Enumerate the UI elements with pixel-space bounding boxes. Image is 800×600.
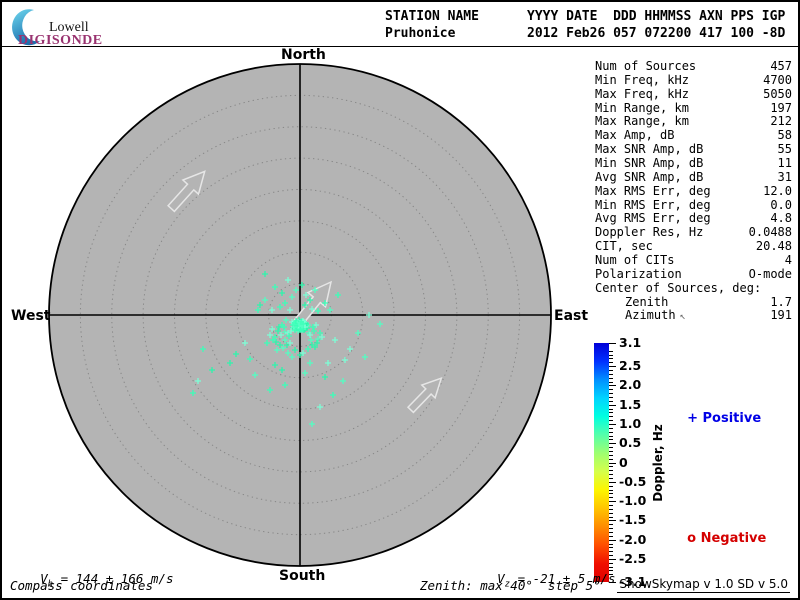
stats-panel: Num of Sources 457 Min Freq, kHz 4700 Max Fr… [595, 59, 792, 322]
stat-label: Max Range, km [595, 114, 689, 129]
stat-row: Doppler Res, Hz 0.0488 [595, 225, 792, 239]
doppler-colorbar [594, 343, 609, 582]
stat-row: Min RMS Err, deg 0.0 [595, 198, 792, 212]
station-name-value: Pruhonice [385, 26, 456, 41]
azimuth-direction-icon: ↖ [679, 311, 686, 323]
legend-negative: o Negative [687, 531, 767, 546]
source-points-series-3 [190, 284, 341, 398]
logo-text-digisonde: DIGISONDE [18, 33, 103, 48]
stat-label: Avg RMS Err, deg [595, 211, 711, 226]
stat-row: Max RMS Err, deg 12.0 [595, 184, 792, 198]
stat-row: Min Freq, kHz 4700 [595, 73, 792, 87]
stat-label: Azimuth ↖ [625, 308, 686, 323]
stat-label: Min RMS Err, deg [595, 197, 711, 212]
stat-row: Max Range, km 212 [595, 114, 792, 128]
stat-label: Min SNR Amp, dB [595, 156, 704, 171]
stat-value: 1.7 [770, 294, 792, 309]
stat-row: Min Range, km 197 [595, 101, 792, 115]
stat-label: Center of Sources, deg: [595, 280, 762, 295]
stat-label: Max SNR Amp, dB [595, 142, 704, 157]
stat-value: 11 [777, 156, 792, 171]
stat-value: 0.0488 [748, 225, 792, 240]
station-columns-label: YYYY DATE DDD HHMMSS AXN PPS IGP [527, 9, 786, 24]
compass-label-east: East [554, 308, 589, 324]
stat-value: 212 [770, 114, 792, 129]
vh-annotation: Vh = 144 ± 166 m/s [40, 571, 174, 590]
station-header-labels: STATION NAME YYYY DATE DDD HHMMSS AXN PP… [385, 9, 795, 24]
stat-row: Azimuth ↖ 191 [595, 308, 792, 322]
stat-value: 457 [770, 59, 792, 73]
stat-row: Min SNR Amp, dB 11 [595, 156, 792, 170]
stat-value: 5050 [763, 86, 792, 101]
stat-label: Avg SNR Amp, dB [595, 169, 704, 184]
stat-row: Polarization O-mode [595, 267, 792, 281]
stat-value: 191 [770, 308, 792, 323]
stat-label: Num of CITs [595, 253, 675, 268]
stat-label: Zenith [625, 294, 669, 309]
stat-row: Zenith 1.7 [595, 295, 792, 309]
stat-label: Max Freq, kHz [595, 86, 689, 101]
stat-value: 4700 [763, 72, 792, 87]
stat-value: 20.48 [755, 239, 792, 254]
vz-annotation: Vz = -21 ± 5 m/s [497, 571, 616, 590]
lowell-digisonde-logo: Lowell DIGISONDE [2, 2, 122, 48]
stat-value: 55 [777, 142, 792, 157]
zenith-note-annotation: Zenith: max 40° step 5° [420, 578, 601, 593]
colorbar-axis-label: Doppler, Hz [651, 424, 665, 502]
circle-icon: o [687, 531, 701, 546]
stat-row: Max SNR Amp, dB 55 [595, 142, 792, 156]
stat-row: Avg SNR Amp, dB 31 [595, 170, 792, 184]
stat-label: Num of Sources [595, 59, 697, 73]
stat-value: O-mode [748, 266, 792, 281]
stat-row: Max Amp, dB 58 [595, 128, 792, 142]
stat-value: 58 [777, 128, 792, 143]
stat-row: Num of Sources 457 [595, 59, 792, 73]
drift-direction-arrow-3 [406, 376, 443, 414]
coordinates-annotation: Compass coordinates [10, 578, 153, 593]
digisonde-crescent-icon [12, 9, 40, 46]
stat-row: CIT, sec 20.48 [595, 239, 792, 253]
stat-value: 4.8 [770, 211, 792, 226]
stat-label: Polarization [595, 266, 682, 281]
stat-row: Center of Sources, deg: [595, 281, 792, 295]
station-columns-value: 2012 Feb26 057 072200 417 100 -8D [527, 26, 786, 41]
stat-label: Min Freq, kHz [595, 72, 689, 87]
stat-label: CIT, sec [595, 239, 653, 254]
stat-label: Max Amp, dB [595, 128, 675, 143]
stat-value: 31 [777, 169, 792, 184]
station-name-label: STATION NAME [385, 9, 479, 24]
compass-label-south: South [279, 568, 326, 584]
stat-row: Max Freq, kHz 5050 [595, 87, 792, 101]
compass-label-west: West [11, 308, 51, 324]
header-divider [2, 46, 798, 47]
stat-value: 12.0 [763, 183, 792, 198]
stat-label: Min Range, km [595, 100, 689, 115]
stat-row: Avg RMS Err, deg 4.8 [595, 211, 792, 225]
stat-label: Doppler Res, Hz [595, 225, 704, 240]
stat-row: Num of CITs 4 [595, 253, 792, 267]
legend-positive: + Positive [687, 411, 762, 426]
stat-value: 197 [770, 100, 792, 115]
station-header-values: Pruhonice 2012 Feb26 057 072200 417 100 … [385, 26, 795, 41]
compass-label-north: North [281, 47, 326, 63]
stat-value: 4 [784, 253, 792, 268]
drift-direction-arrow-1 [167, 170, 206, 213]
software-version-credit: ShowSkymap v 1.0 SD v 5.0 [617, 577, 790, 593]
plus-icon: + [687, 411, 703, 426]
stat-value: 0.0 [770, 197, 792, 212]
stat-label: Max RMS Err, deg [595, 183, 711, 198]
logo-text-lowell: Lowell [49, 20, 89, 35]
